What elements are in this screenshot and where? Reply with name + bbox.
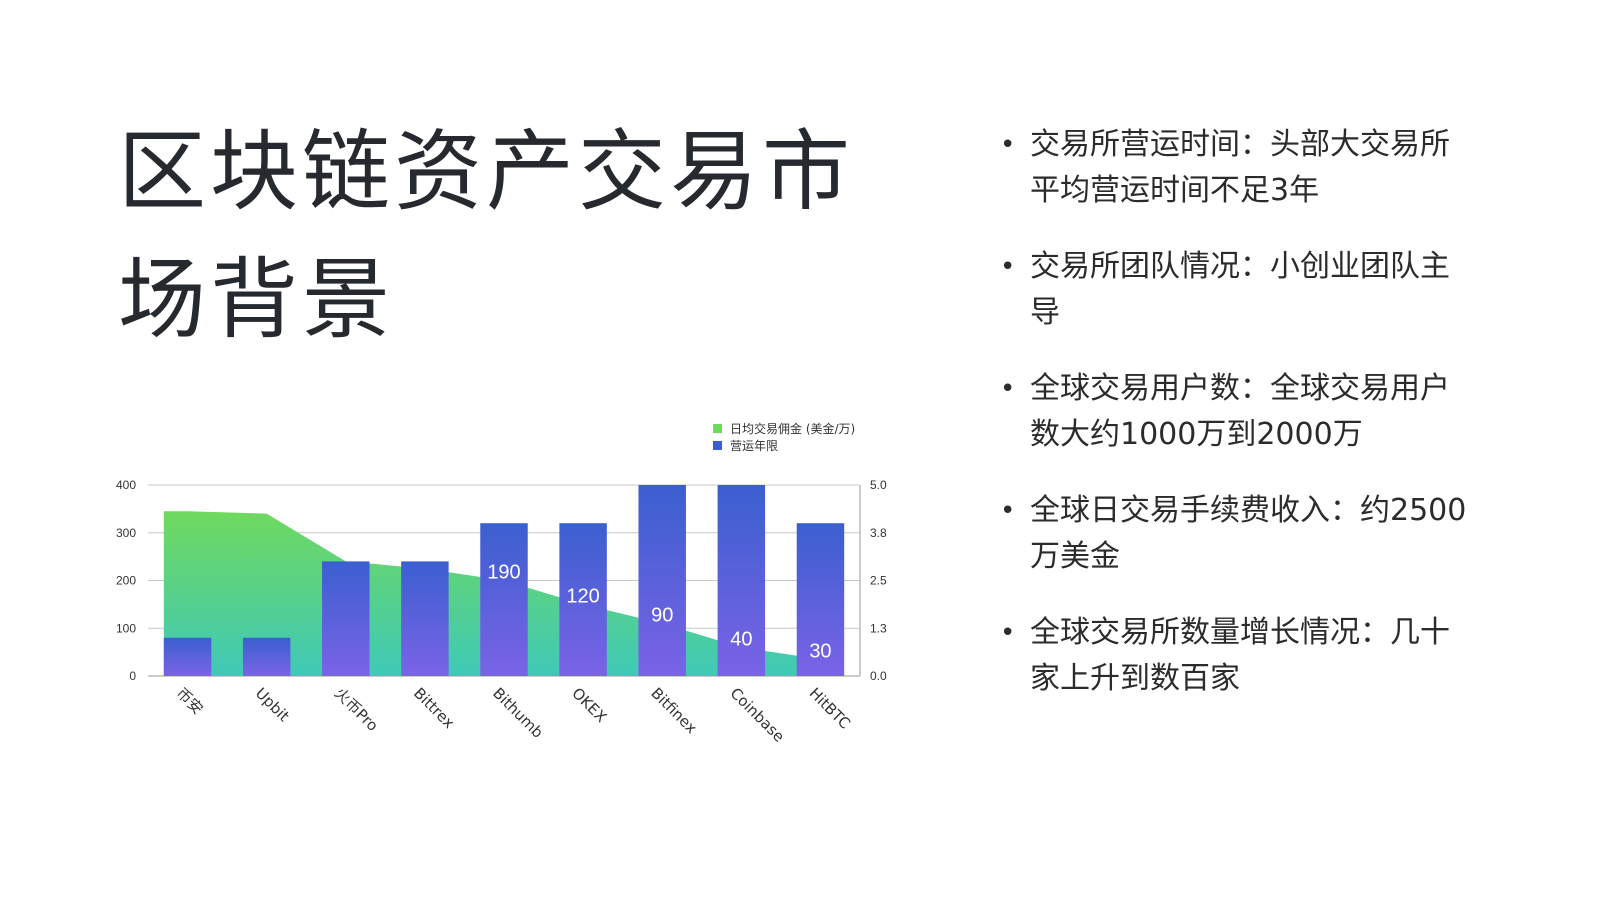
bullet-dot-icon: •	[1000, 130, 1016, 160]
x-category-label: HitBTC	[806, 684, 854, 732]
bar	[163, 637, 212, 676]
legend-swatch	[713, 424, 722, 433]
bar	[401, 561, 449, 676]
x-category-label: OKEX	[568, 684, 610, 726]
x-category-label: 火币Pro	[331, 684, 382, 735]
bullet-item: • 全球交易用户数：全球交易用户数大约1000万到2000万	[1000, 366, 1470, 458]
x-category-label: Bitfinex	[647, 684, 700, 737]
y-right-tick-label: 5.0	[870, 478, 887, 492]
legend-swatch	[713, 441, 722, 450]
bar	[638, 485, 686, 676]
bullet-text: 全球交易用户数：全球交易用户数大约1000万到2000万	[1030, 371, 1450, 452]
bullet-dot-icon: •	[1000, 252, 1016, 282]
y-right-tick-label: 0.0	[870, 669, 887, 683]
x-category-label: Bittrex	[410, 684, 458, 732]
bar	[717, 485, 766, 676]
bar	[480, 523, 528, 676]
y-left-tick-label: 100	[116, 621, 136, 635]
y-left-tick-label: 400	[116, 478, 136, 492]
bar-data-label: 190	[487, 562, 520, 584]
bar-data-label: 120	[566, 585, 599, 607]
bullet-text: 交易所营运时间：头部大交易所平均营运时间不足3年	[1030, 127, 1450, 208]
bar-series: 190 120 90 40 30	[163, 485, 845, 676]
bullet-item: • 全球日交易手续费收入：约2500万美金	[1000, 488, 1470, 580]
bullet-dot-icon: •	[1000, 374, 1016, 404]
legend: 日均交易佣金 (美金/万) 营运年限	[713, 421, 855, 453]
bullet-dot-icon: •	[1000, 618, 1016, 648]
bar	[322, 561, 370, 676]
x-category-label: Bithumb	[489, 684, 547, 742]
bullet-text: 全球交易所数量增长情况：几十家上升到数百家	[1030, 615, 1450, 696]
bullet-list: • 交易所营运时间：头部大交易所平均营运时间不足3年 • 交易所团队情况：小创业团队…	[1000, 122, 1470, 732]
y-right-tick-label: 1.3	[870, 621, 887, 635]
x-category-label: Coinbase	[727, 684, 789, 746]
bullet-text: 全球日交易手续费收入：约2500万美金	[1030, 493, 1467, 574]
x-category-label: 币安	[173, 684, 207, 718]
x-category-label: Upbit	[252, 684, 293, 725]
bar	[796, 523, 845, 676]
bar-data-label: 30	[809, 640, 831, 662]
legend-label: 营运年限	[730, 439, 778, 453]
y-left-tick-label: 0	[129, 669, 136, 683]
bar-data-label: 90	[651, 604, 673, 626]
bar	[559, 523, 607, 676]
bar-data-label: 40	[730, 628, 752, 650]
bar	[242, 637, 291, 676]
y-left-tick-label: 300	[116, 526, 136, 540]
bullet-text: 交易所团队情况：小创业团队主导	[1030, 249, 1450, 330]
bullet-dot-icon: •	[1000, 496, 1016, 526]
bullet-item: • 全球交易所数量增长情况：几十家上升到数百家	[1000, 610, 1470, 702]
y-left-tick-label: 200	[116, 574, 136, 588]
legend-label: 日均交易佣金 (美金/万)	[730, 421, 855, 436]
bullet-item: • 交易所团队情况：小创业团队主导	[1000, 244, 1470, 336]
y-right-tick-label: 3.8	[870, 526, 887, 540]
bullet-item: • 交易所营运时间：头部大交易所平均营运时间不足3年	[1000, 122, 1470, 214]
y-right-tick-label: 2.5	[870, 574, 887, 588]
slide-title: 区块链资产交易市场背景	[118, 120, 855, 351]
